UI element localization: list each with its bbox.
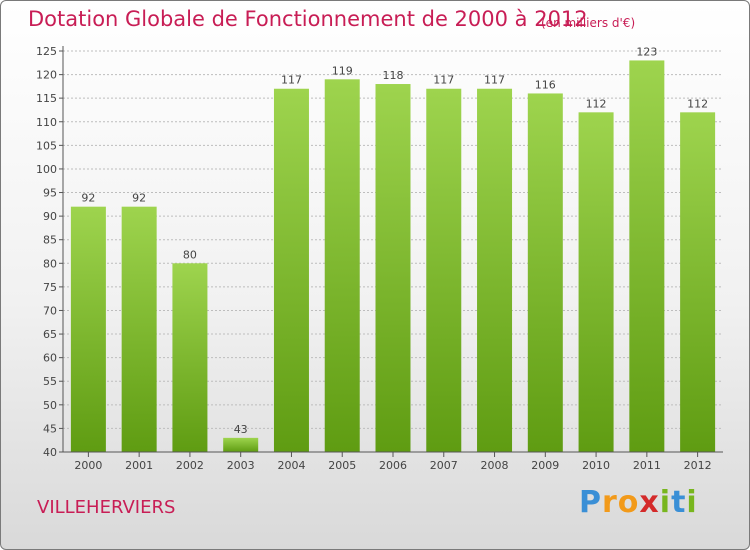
data-label: 116 <box>535 78 556 91</box>
bar-2000 <box>70 206 106 452</box>
logo-letter: P <box>579 485 602 520</box>
logo-letter: x <box>639 485 660 520</box>
y-tick-label: 85 <box>43 234 57 247</box>
y-tick-label: 100 <box>36 163 57 176</box>
x-tick-label: 2011 <box>633 459 661 472</box>
bar-2004 <box>273 88 309 452</box>
data-label: 117 <box>433 74 454 87</box>
x-tick-label: 2008 <box>481 459 509 472</box>
y-tick-label: 80 <box>43 257 57 270</box>
data-label: 123 <box>636 45 657 58</box>
data-label: 43 <box>234 423 248 436</box>
bar-2012 <box>680 112 716 453</box>
x-tick-label: 2003 <box>227 459 255 472</box>
data-label: 80 <box>183 248 197 261</box>
x-tick-label: 2006 <box>379 459 407 472</box>
y-tick-label: 105 <box>36 139 57 152</box>
y-tick-label: 45 <box>43 422 57 435</box>
y-tick-label: 120 <box>36 69 57 82</box>
data-label: 117 <box>281 74 302 87</box>
data-label: 119 <box>332 64 353 77</box>
logo-letter: i <box>686 485 698 520</box>
bar-2002 <box>172 263 208 452</box>
data-label: 118 <box>383 69 404 82</box>
data-label: 92 <box>132 192 146 205</box>
y-tick-label: 60 <box>43 352 57 365</box>
commune-name: VILLEHERVIERS <box>37 497 176 518</box>
bar-2009 <box>527 93 563 452</box>
x-tick-label: 2007 <box>430 459 458 472</box>
y-tick-label: 40 <box>43 446 57 459</box>
bar-2007 <box>426 88 462 452</box>
bar-2008 <box>477 88 513 452</box>
chart-unit: (en milliers d'€) <box>541 16 636 30</box>
x-tick-label: 2001 <box>125 459 153 472</box>
x-tick-label: 2002 <box>176 459 204 472</box>
y-tick-label: 95 <box>43 187 57 200</box>
x-tick-label: 2005 <box>328 459 356 472</box>
y-tick-label: 115 <box>36 92 57 105</box>
bar-2006 <box>375 84 411 452</box>
bar-2003 <box>223 437 259 452</box>
data-label: 112 <box>586 97 607 110</box>
x-tick-label: 2010 <box>582 459 610 472</box>
y-tick-label: 65 <box>43 328 57 341</box>
data-label: 112 <box>687 97 708 110</box>
x-tick-label: 2009 <box>531 459 559 472</box>
x-tick-label: 2000 <box>74 459 102 472</box>
data-label: 92 <box>81 192 95 205</box>
y-tick-label: 90 <box>43 210 57 223</box>
y-tick-label: 110 <box>36 116 57 129</box>
logo-letter: i <box>659 485 672 520</box>
bar-2011 <box>629 60 665 452</box>
logo-letter: r <box>602 485 618 520</box>
bar-2005 <box>324 79 360 453</box>
y-tick-label: 75 <box>43 281 57 294</box>
proxiti-logo: Proxiti <box>579 485 698 520</box>
bar-2010 <box>578 112 614 453</box>
bar-2001 <box>121 206 157 452</box>
y-tick-label: 55 <box>43 375 57 388</box>
data-label: 117 <box>484 74 505 87</box>
x-tick-label: 2012 <box>684 459 712 472</box>
logo-letter: t <box>671 485 687 520</box>
y-tick-label: 125 <box>36 45 57 58</box>
logo-letter: o <box>617 485 640 520</box>
chart-title: Dotation Globale de Fonctionnement de 20… <box>28 7 588 31</box>
y-tick-label: 70 <box>43 304 57 317</box>
x-tick-label: 2004 <box>277 459 305 472</box>
y-tick-label: 50 <box>43 399 57 412</box>
